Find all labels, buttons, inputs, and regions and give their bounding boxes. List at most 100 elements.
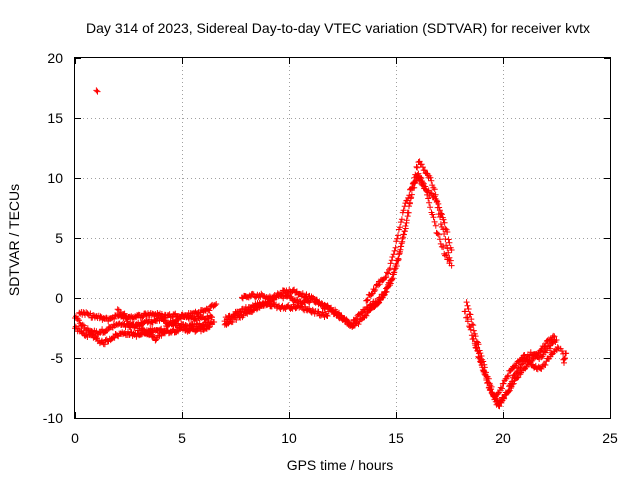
data-point [508,378,515,385]
data-point [336,312,343,318]
data-point [476,350,482,357]
data-point [513,369,520,376]
data-point [469,321,476,328]
data-point [398,216,405,223]
data-point [309,306,316,313]
data-point [474,344,480,351]
data-point [397,246,404,253]
data-point [441,219,448,226]
data-point [272,294,279,301]
data-point [440,216,447,223]
data-point [402,225,409,232]
data-point [428,190,435,197]
data-point [504,373,511,380]
data-point [416,177,423,184]
data-point [497,384,504,391]
data-point [401,203,408,210]
data-point [400,207,407,214]
plot-frame [74,57,611,419]
data-point [442,225,449,232]
data-point [463,299,470,306]
data-point [444,245,451,252]
data-point [101,341,108,348]
data-point [158,332,165,339]
data-point [387,260,394,267]
data-point [233,316,240,323]
x-tick-label: 25 [602,430,618,446]
data-point [213,301,220,307]
data-point [468,316,475,323]
data-point [385,283,392,290]
data-point [79,321,86,328]
data-point [408,191,415,198]
y-tick-label: 15 [47,110,63,126]
data-point [475,341,482,348]
data-point [413,163,420,170]
data-point [395,232,401,239]
data-point [403,219,410,226]
data-point [538,365,545,372]
data-point [394,257,401,264]
data-point [435,200,442,207]
outlier-point [94,88,101,95]
y-tick-label: 0 [55,290,63,306]
data-point [499,385,505,392]
data-point [462,308,469,315]
data-point [470,322,477,329]
data-points [72,87,570,410]
data-point [439,211,445,218]
data-point [376,299,383,306]
data-point [445,236,452,243]
data-point [212,302,219,309]
data-point [88,331,95,338]
data-point [532,362,539,369]
data-point [205,324,212,331]
data-point [383,274,390,281]
data-point [438,210,444,217]
x-axis-label: GPS time / hours [287,457,394,473]
data-point [429,182,436,189]
data-point [398,243,405,250]
data-point [427,204,434,211]
data-point [392,244,399,251]
data-point [436,207,443,214]
data-point [418,161,425,168]
data-point [447,257,454,264]
data-point [491,396,498,403]
x-tick-label: 15 [388,430,404,446]
data-point [430,214,437,221]
data-point [504,389,510,396]
data-point [464,318,471,325]
data-point [429,211,436,218]
data-point [505,389,512,395]
data-point [521,352,528,358]
data-point [446,260,453,267]
data-point [364,296,371,303]
data-point [380,292,387,299]
data-point [405,194,412,201]
data-point [561,355,568,362]
data-point [371,288,378,295]
data-point [161,327,168,334]
data-point [80,322,87,329]
data-point [389,254,396,260]
data-point [512,363,519,370]
data-point [481,368,488,375]
data-point [421,167,428,174]
data-point [393,263,400,269]
data-point [508,367,514,373]
data-point [428,177,435,184]
data-point [500,380,507,387]
data-point [391,247,398,254]
data-point [76,317,82,324]
data-point [477,358,484,364]
y-tick-label: -5 [51,350,64,366]
data-point [441,231,448,237]
data-point [467,326,474,333]
data-point [405,209,412,216]
data-point [425,195,432,202]
data-point [390,251,397,258]
data-point [111,315,118,322]
outlier-point [93,87,100,94]
